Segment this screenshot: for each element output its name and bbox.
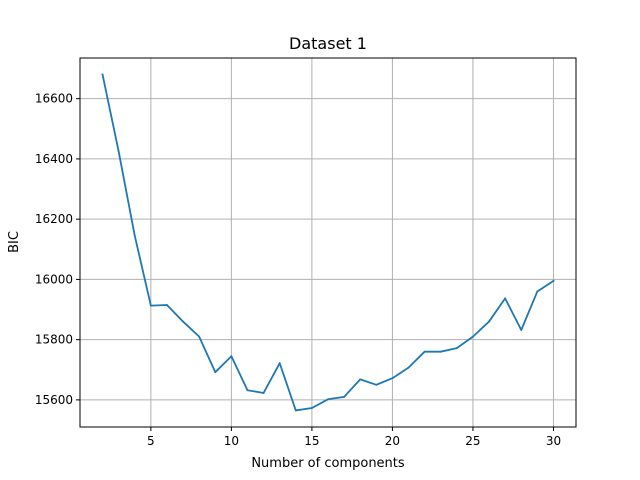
x-tick-label: 20	[385, 434, 400, 448]
bic-data-point	[520, 329, 523, 331]
y-tick-label: 15800	[35, 333, 73, 347]
x-tick-label: 10	[224, 434, 239, 448]
bic-data-point	[488, 320, 490, 323]
bic-data-point	[198, 335, 201, 338]
series-layer	[101, 73, 555, 412]
bic-data-point	[359, 378, 362, 381]
bic-series-line	[101, 73, 555, 412]
bic-data-point	[472, 335, 474, 338]
bic-data-point	[117, 150, 120, 153]
chart-title: Dataset 1	[289, 34, 367, 53]
x-tick-label: 25	[465, 434, 480, 448]
bic-data-point	[166, 304, 168, 306]
bic-data-point	[391, 377, 394, 380]
bic-data-point	[101, 73, 104, 76]
bic-data-point	[246, 389, 249, 392]
y-tick-label: 16000	[35, 272, 73, 286]
y-axis-ticks: 15600 15800 16000 16200 16400 16600	[35, 92, 80, 407]
bic-data-point	[455, 347, 458, 349]
bic-data-point	[278, 362, 281, 365]
x-tick-label: 30	[546, 434, 561, 448]
y-tick-label: 16200	[35, 212, 73, 226]
bic-data-point	[262, 392, 265, 394]
bic-data-point	[310, 407, 313, 409]
bic-data-point	[214, 371, 217, 374]
bic-data-point	[182, 320, 184, 323]
x-tick-label: 15	[304, 434, 319, 448]
y-axis-label: BIC	[7, 231, 22, 253]
x-axis-ticks: 5 10 15 20 25 30	[147, 427, 561, 448]
bic-data-point	[552, 280, 555, 282]
grid-lines	[80, 58, 576, 427]
y-tick-label: 15600	[35, 393, 73, 407]
bic-data-point	[230, 355, 233, 358]
bic-data-point	[133, 234, 136, 237]
bic-data-point	[375, 383, 378, 386]
x-tick-label: 5	[147, 434, 155, 448]
bic-data-point	[149, 304, 152, 307]
x-axis-label: Number of components	[251, 456, 405, 471]
bic-data-point	[536, 290, 539, 293]
bic-data-point	[327, 398, 329, 401]
bic-data-point	[423, 350, 426, 353]
bic-data-point	[504, 297, 507, 300]
bic-data-point	[439, 350, 442, 353]
y-tick-label: 16400	[35, 152, 73, 166]
bic-data-point	[294, 409, 297, 412]
y-tick-label: 16600	[35, 92, 73, 106]
plot-frame	[79, 57, 577, 428]
bic-data-point	[343, 395, 346, 398]
bic-data-point	[407, 366, 410, 369]
